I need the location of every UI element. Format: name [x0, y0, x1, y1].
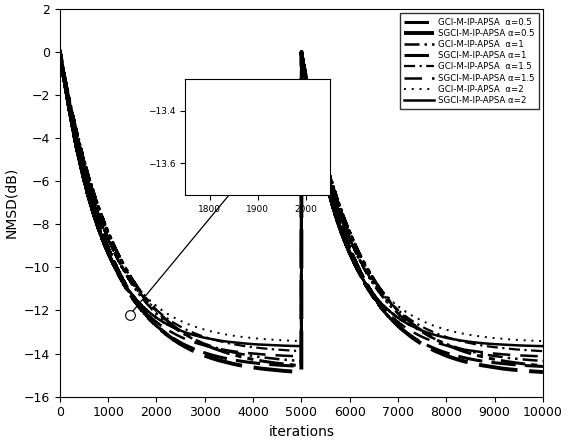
Y-axis label: NMSD(dB): NMSD(dB) — [4, 167, 18, 238]
Legend: GCI-M-IP-APSA  α=0.5, SGCI-M-IP-APSA α=0.5, GCI-M-IP-APSA  α=1, SGCI-M-IP-APSA α: GCI-M-IP-APSA α=0.5, SGCI-M-IP-APSA α=0.… — [400, 13, 539, 109]
X-axis label: iterations: iterations — [268, 425, 335, 439]
